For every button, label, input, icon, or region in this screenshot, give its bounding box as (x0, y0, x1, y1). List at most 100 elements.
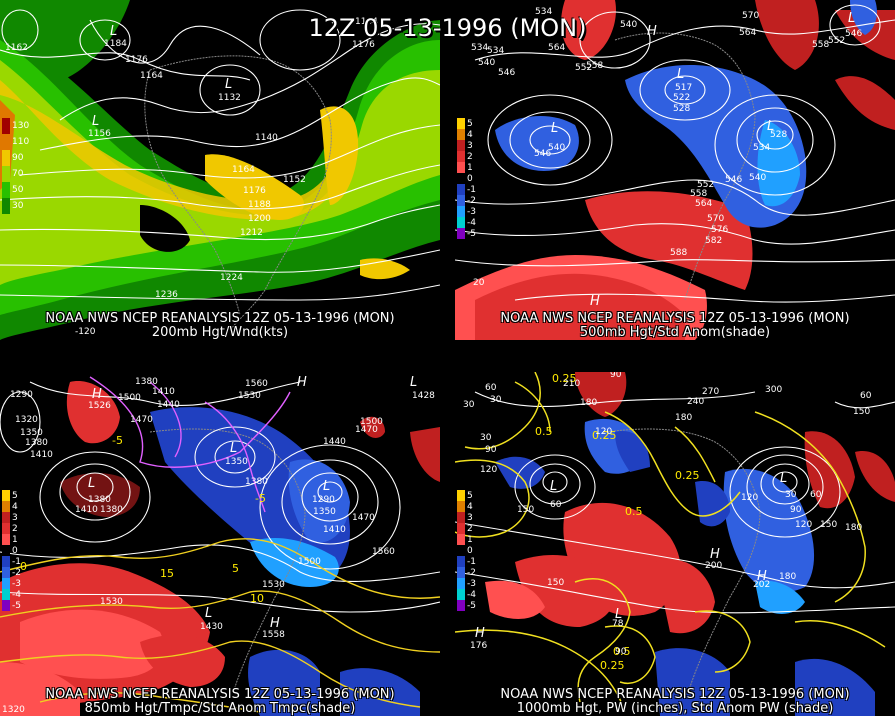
svg-text:90: 90 (485, 445, 497, 455)
svg-text:L: L (410, 375, 417, 390)
svg-text:120: 120 (795, 520, 812, 530)
svg-text:1320: 1320 (2, 705, 25, 715)
svg-text:1526: 1526 (88, 401, 111, 411)
svg-text:L: L (88, 476, 95, 491)
svg-text:1380: 1380 (135, 377, 158, 387)
svg-text:534: 534 (471, 43, 488, 53)
svg-text:1530: 1530 (262, 580, 285, 590)
svg-text:534: 534 (487, 46, 504, 56)
svg-text:120: 120 (741, 493, 758, 503)
svg-text:210: 210 (563, 379, 580, 389)
svg-text:270: 270 (702, 387, 719, 397)
map-1000mb: 0.25 0.5 0.25 0.25 0.5 0.25 0.5 210 180 … (455, 372, 895, 716)
svg-text:L: L (848, 11, 855, 26)
svg-text:552: 552 (828, 36, 845, 46)
svg-text:570: 570 (742, 11, 759, 21)
svg-text:528: 528 (770, 130, 787, 140)
panel-source-label: NOAA NWS NCEP REANALYSIS 12Z 05-13-1996 … (45, 687, 395, 702)
svg-text:H: H (647, 24, 657, 39)
svg-text:150: 150 (820, 520, 837, 530)
svg-text:1350: 1350 (313, 507, 336, 517)
svg-text:L: L (677, 67, 684, 82)
svg-text:1380: 1380 (100, 505, 123, 515)
map-500mb: 534 540 546 564 558 570 564 558 552 534 … (455, 0, 895, 340)
svg-text:0.25: 0.25 (600, 659, 625, 672)
svg-text:180: 180 (675, 413, 692, 423)
svg-text:517: 517 (675, 83, 692, 93)
svg-text:1320: 1320 (15, 415, 38, 425)
panel-source-label: NOAA NWS NCEP REANALYSIS 12Z 05-13-1996 … (45, 311, 395, 326)
svg-text:1428: 1428 (412, 391, 435, 401)
svg-text:1470: 1470 (355, 425, 378, 435)
svg-text:546: 546 (845, 29, 862, 39)
svg-text:534: 534 (535, 7, 552, 17)
svg-text:1560: 1560 (372, 547, 395, 557)
svg-text:H: H (590, 294, 600, 309)
svg-text:1410: 1410 (152, 387, 175, 397)
svg-text:546: 546 (498, 68, 515, 78)
svg-text:552: 552 (575, 63, 592, 73)
svg-text:1470: 1470 (352, 513, 375, 523)
panel-1000mb-precipitable-water: 0.25 0.5 0.25 0.25 0.5 0.25 0.5 210 180 … (455, 372, 895, 716)
svg-text:60: 60 (550, 500, 562, 510)
svg-text:1212: 1212 (240, 228, 263, 238)
svg-text:540: 540 (478, 58, 495, 68)
svg-text:150: 150 (517, 505, 534, 515)
svg-text:1188: 1188 (248, 200, 271, 210)
svg-text:10: 10 (250, 592, 264, 605)
svg-text:L: L (230, 441, 237, 456)
svg-text:0.5: 0.5 (625, 505, 643, 518)
svg-text:L: L (780, 471, 787, 486)
svg-text:1176: 1176 (125, 55, 148, 65)
svg-text:20: 20 (473, 278, 485, 288)
panel-source-label: NOAA NWS NCEP REANALYSIS 12Z 05-13-1996 … (500, 687, 850, 702)
map-850mb: 1380 1410 1440 1470 1500 1560 1530 1320 … (0, 372, 440, 716)
svg-text:60: 60 (485, 383, 497, 393)
svg-text:90: 90 (790, 505, 802, 515)
panel-field-label: 500mb Hgt/Std Anom(shade) (579, 325, 771, 340)
svg-text:1530: 1530 (100, 597, 123, 607)
svg-text:78: 78 (612, 619, 624, 629)
svg-text:1132: 1132 (218, 93, 241, 103)
svg-text:1410: 1410 (323, 525, 346, 535)
svg-text:1156: 1156 (88, 129, 111, 139)
legend-std-anomaly: 5 4 3 2 1 0 -1 -2 -3 -4 -5 (457, 118, 497, 239)
svg-text:1380: 1380 (25, 438, 48, 448)
panel-field-label: 1000mb Hgt, PW (inches), Std Anom PW (sh… (516, 701, 834, 716)
svg-text:1176: 1176 (243, 186, 266, 196)
svg-text:1200: 1200 (248, 214, 271, 224)
panel-200mb-height-wind: 1176 1164 L 1184 L 1132 L 1156 1140 1152… (0, 0, 440, 340)
svg-text:H: H (757, 569, 767, 584)
svg-text:L: L (205, 606, 212, 621)
legend-std-anomaly: 5 4 3 2 1 0 -1 -2 -3 -4 -5 (2, 490, 42, 611)
svg-text:1164: 1164 (355, 17, 378, 27)
svg-text:0.5: 0.5 (535, 425, 553, 438)
svg-text:30: 30 (785, 490, 797, 500)
svg-text:558: 558 (586, 61, 603, 71)
svg-text:180: 180 (779, 572, 796, 582)
legend-std-anomaly: 5 4 3 2 1 0 -1 -2 -3 -4 -5 (457, 490, 497, 611)
svg-text:564: 564 (695, 199, 712, 209)
svg-text:1290: 1290 (312, 495, 335, 505)
svg-text:0.5: 0.5 (613, 645, 631, 658)
svg-text:1140: 1140 (255, 133, 278, 143)
svg-text:1350: 1350 (20, 428, 43, 438)
svg-text:L: L (323, 479, 330, 494)
svg-text:L: L (767, 119, 774, 134)
svg-text:L: L (92, 114, 99, 129)
map-200mb: 1176 1164 L 1184 L 1132 L 1156 1140 1152… (0, 0, 440, 340)
svg-text:1430: 1430 (200, 622, 223, 632)
svg-text:-120: -120 (75, 327, 96, 337)
svg-text:0.25: 0.25 (592, 429, 617, 442)
svg-text:180: 180 (580, 398, 597, 408)
svg-text:1470: 1470 (130, 415, 153, 425)
svg-text:15: 15 (160, 567, 174, 580)
svg-text:1560: 1560 (245, 379, 268, 389)
svg-text:150: 150 (547, 578, 564, 588)
svg-text:5: 5 (232, 562, 239, 575)
svg-text:L: L (225, 77, 232, 92)
svg-text:-5: -5 (255, 492, 266, 505)
svg-text:1152: 1152 (283, 175, 306, 185)
svg-text:534: 534 (753, 143, 770, 153)
svg-text:150: 150 (853, 407, 870, 417)
